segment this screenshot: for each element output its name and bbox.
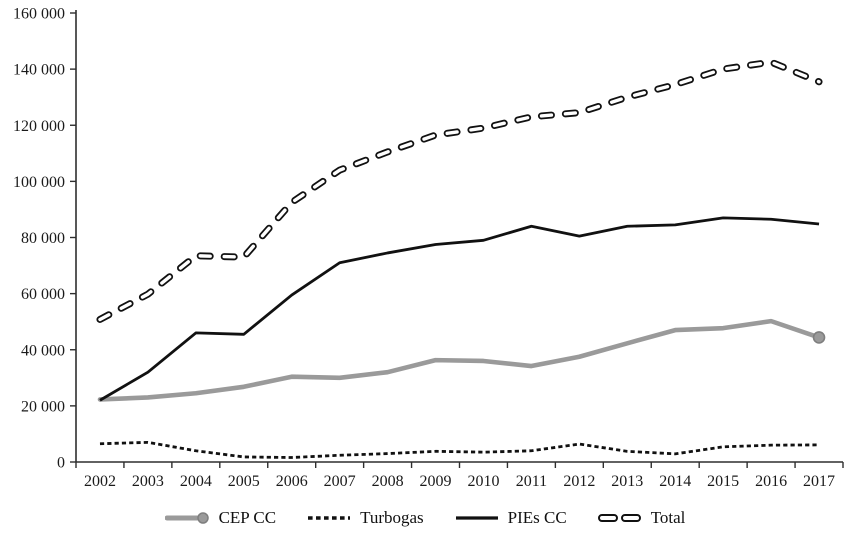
legend-label: Total [650,508,686,527]
series-line-turbogas [99,440,820,459]
x-axis-tick-label: 2007 [324,473,356,490]
x-axis-tick-label: 2010 [467,473,499,490]
series-end-marker-circle [812,331,826,344]
legend-item-total: Total [597,508,686,528]
x-axis-tick-label: 2009 [420,473,452,490]
x-axis-tick-label: 2013 [611,473,643,490]
x-axis-tick-label: 2011 [516,473,547,490]
y-axis-tick-label: 20 000 [21,398,65,415]
x-axis-tick-label: 2008 [372,473,404,490]
legend-swatch-icon [455,516,498,520]
legend-label: Turbogas [360,508,424,527]
x-axis-tick-label: 2017 [803,473,835,490]
y-axis-tick-label: 160 000 [13,6,65,23]
x-axis-tick-label: 2012 [563,473,595,490]
x-axis-tick-label: 2003 [132,473,164,490]
x-axis-tick-label: 2016 [755,473,787,490]
y-axis-tick-label: 0 [57,455,65,472]
legend-swatch-icon [597,514,643,522]
legend-swatch-icon [164,512,209,524]
y-axis-tick-label: 120 000 [13,118,65,135]
x-axis-tick-label: 2006 [276,473,308,490]
series-line-pies-cc [99,216,820,402]
x-axis-tick-label: 2002 [84,473,116,490]
series-line-total-outer [96,58,823,323]
x-axis-tick-label: 2014 [659,473,691,490]
legend-swatch-icon [308,516,351,520]
legend-item-cep-cc: CEP CC [164,508,277,528]
y-axis-tick-label: 60 000 [21,286,65,303]
legend-label: CEP CC [218,508,277,527]
x-axis-tick-label: 2004 [180,473,212,490]
legend-item-turbogas: Turbogas [306,508,424,528]
series-line-cep-cc [97,318,822,402]
legend-label: PIEs CC [507,508,567,527]
x-axis-tick-label: 2005 [228,473,260,490]
x-axis-tick-label: 2015 [707,473,739,490]
chart-legend: CEP CC Turbogas PIEs CC Total [0,508,850,528]
series-line-total-inner [98,60,821,322]
y-axis-tick-label: 100 000 [13,174,65,191]
y-axis-tick-label: 40 000 [21,342,65,359]
y-axis-tick-label: 80 000 [21,230,65,247]
legend-item-pies-cc: PIEs CC [454,508,567,528]
y-axis-tick-label: 140 000 [13,62,65,79]
